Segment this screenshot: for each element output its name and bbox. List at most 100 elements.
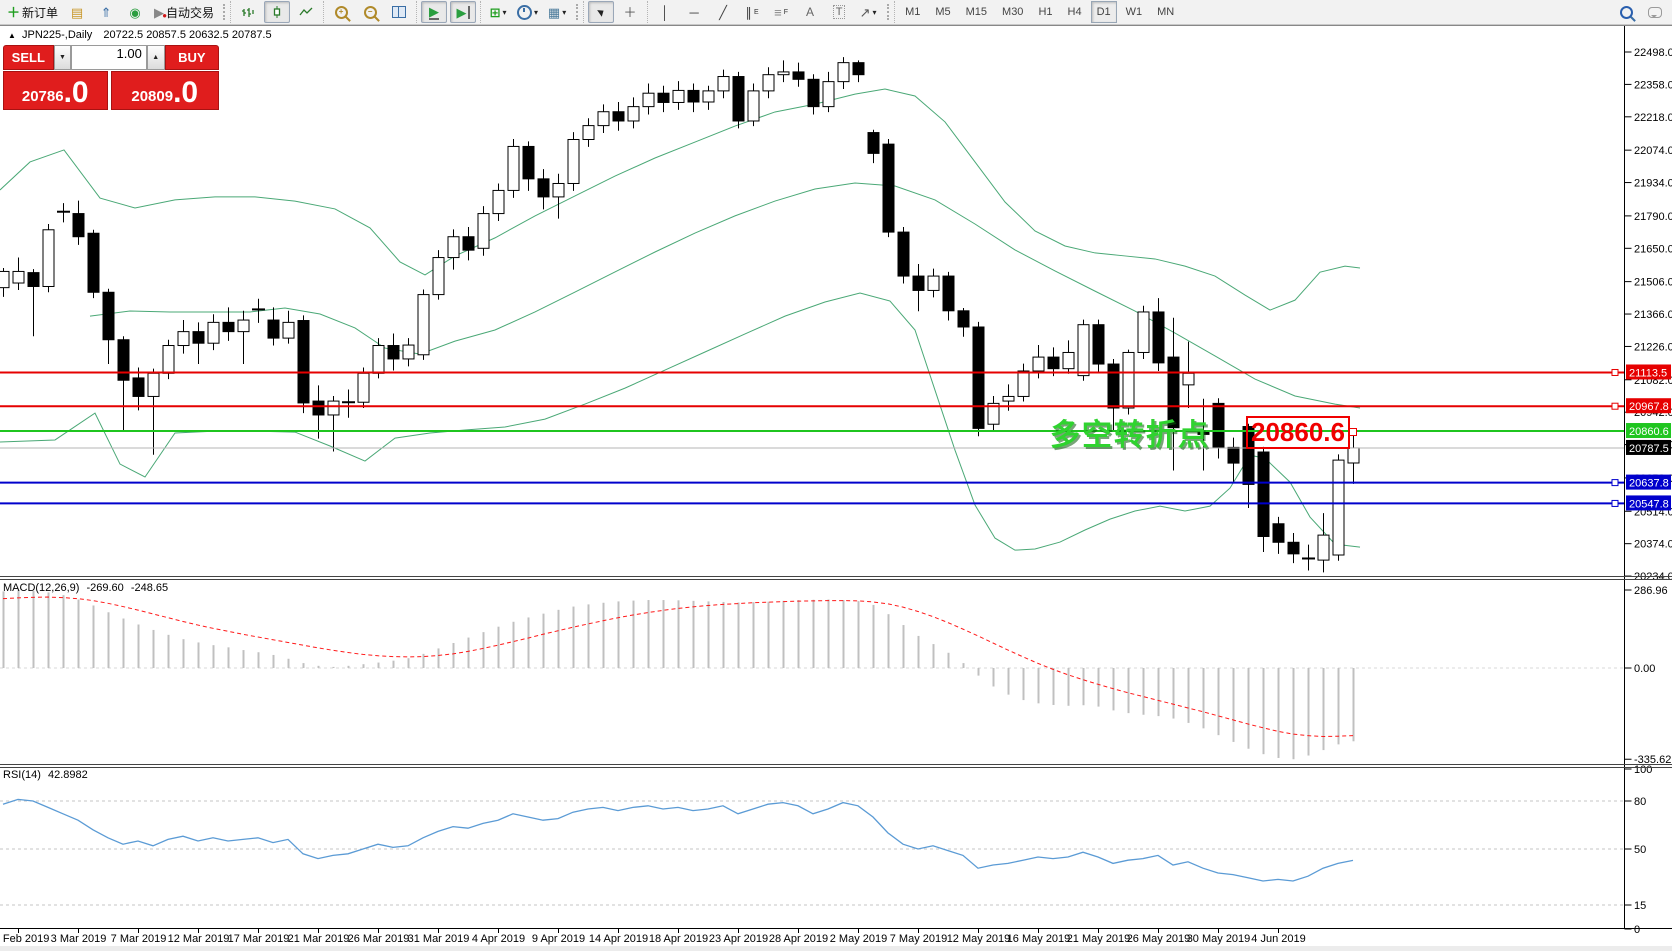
- svg-text:20234.0: 20234.0: [1634, 571, 1672, 583]
- macd-value1: -269.60: [86, 582, 124, 594]
- chat-button[interactable]: [1642, 1, 1668, 23]
- svg-text:26 May 2019: 26 May 2019: [1127, 933, 1191, 945]
- buy-price-frac: .0: [173, 76, 199, 109]
- price-chart[interactable]: 22498.0 22358.0 22218.0 22074.0 21934.0 21790…: [0, 25, 1672, 951]
- timeframe-MN[interactable]: MN: [1157, 6, 1175, 18]
- svg-text:20637.8: 20637.8: [1629, 478, 1669, 490]
- vertical-line-icon: │: [661, 4, 670, 20]
- svg-text:17 Mar 2019: 17 Mar 2019: [228, 933, 290, 945]
- cursor-icon: [596, 7, 606, 17]
- bar-chart-icon: [242, 8, 254, 17]
- tile-windows-button[interactable]: [386, 1, 412, 23]
- sell-price-main: 20786: [21, 88, 64, 105]
- turning-point-annotation[interactable]: 多空转折点: [1050, 419, 1210, 452]
- new-order-label: 新订单: [22, 5, 59, 20]
- svg-text:7 May 2019: 7 May 2019: [890, 933, 947, 945]
- zoom-in-button[interactable]: +: [328, 1, 354, 23]
- sell-button[interactable]: SELL: [3, 45, 54, 70]
- volume-decrease-button[interactable]: ▼: [53, 45, 72, 70]
- sell-price[interactable]: 20786.0: [3, 71, 108, 110]
- rsi-line: [2, 798, 1354, 882]
- timeframe-H1[interactable]: H1: [1038, 6, 1053, 18]
- timeframe-M30[interactable]: M30: [1002, 6, 1024, 18]
- text-button[interactable]: A: [797, 1, 823, 23]
- rsi-axis: 100 80 50 15 0: [1624, 764, 1652, 936]
- buy-price[interactable]: 20809.0: [110, 71, 219, 110]
- volume-input[interactable]: 1.00: [71, 45, 147, 70]
- horizontal-line-icon: ─: [689, 4, 699, 20]
- hline-handle: [1611, 479, 1619, 487]
- toolbar-group-objects: ⊞ ▾ ▾ ▦ ▾: [480, 1, 574, 23]
- indicators-icon: ⊞: [489, 4, 501, 20]
- buy-button[interactable]: BUY: [164, 45, 219, 70]
- toolbar-group-timeframes: M1 M5 M15 M30 H1 H4 D1 W1 MN: [894, 1, 1184, 23]
- fibonacci-button[interactable]: ≡ F: [768, 1, 794, 23]
- timeframe-M1[interactable]: M1: [905, 6, 921, 18]
- shift-chart-icon: ▶: [457, 5, 470, 19]
- publish-button[interactable]: ⇑: [93, 1, 119, 23]
- volume-increase-button[interactable]: ▲: [146, 45, 165, 70]
- svg-text:22218.0: 22218.0: [1634, 112, 1672, 124]
- arrows-button[interactable]: ↗ ▾: [855, 1, 881, 23]
- price-axis: 22498.0 22358.0 22218.0 22074.0 21934.0 21790…: [1624, 26, 1672, 928]
- chart-title: ▲ JPN225-,Daily 20722.5 20857.5 20632.5 …: [8, 29, 272, 41]
- zoom-out-button[interactable]: −: [357, 1, 383, 23]
- candlestick-icon: [273, 6, 281, 18]
- vertical-line-button[interactable]: │: [652, 1, 678, 23]
- svg-text:0: 0: [1634, 924, 1640, 936]
- autotrade-button[interactable]: ▶ ● 自动交易: [151, 1, 217, 23]
- svg-text:9 Apr 2019: 9 Apr 2019: [532, 933, 585, 945]
- svg-text:21934.0: 21934.0: [1634, 178, 1672, 190]
- symbol-search-button[interactable]: [1613, 1, 1639, 23]
- trendline-button[interactable]: ╱: [710, 1, 736, 23]
- toolbar-group-scroll: ▶ ▶: [416, 1, 480, 23]
- main-panel: [0, 57, 1624, 573]
- timeframe-H4[interactable]: H4: [1067, 6, 1082, 18]
- timeframe-M15[interactable]: M15: [965, 6, 988, 18]
- svg-text:26 Mar 2019: 26 Mar 2019: [348, 933, 410, 945]
- channel-button[interactable]: ∥ E: [739, 1, 765, 23]
- shift-chart-button[interactable]: ▶: [450, 1, 477, 23]
- svg-text:0.00: 0.00: [1634, 663, 1655, 675]
- text-label-button[interactable]: T: [826, 1, 852, 23]
- new-order-button[interactable]: ＋ 新订单: [4, 1, 61, 23]
- crosshair-button[interactable]: ＋: [617, 1, 643, 23]
- templates-button[interactable]: ▦ ▾: [544, 1, 570, 23]
- periods-button[interactable]: ▾: [514, 1, 541, 23]
- price-annotation-box[interactable]: 20860.6: [1246, 416, 1350, 449]
- bar-chart-button[interactable]: [235, 1, 261, 23]
- buy-price-main: 20809: [131, 88, 174, 105]
- text-label-icon: T: [832, 5, 846, 19]
- templates-icon: ▦: [547, 4, 561, 20]
- market-watch-button[interactable]: ▤: [64, 1, 90, 23]
- line-chart-button[interactable]: [293, 1, 319, 23]
- rsi-panel: [0, 798, 1624, 906]
- signals-button[interactable]: ◉: [122, 1, 148, 23]
- svg-text:20374.0: 20374.0: [1634, 539, 1672, 551]
- svg-text:7 Mar 2019: 7 Mar 2019: [111, 933, 167, 945]
- rsi-indicator-label: RSI(14) 42.8982: [3, 769, 88, 781]
- annotation-handle[interactable]: [1349, 428, 1357, 436]
- toolbar-grip[interactable]: [223, 4, 228, 20]
- autoscroll-button[interactable]: ▶: [421, 1, 448, 23]
- channel-icon: ∥: [745, 4, 752, 20]
- svg-text:28 Apr 2019: 28 Apr 2019: [769, 933, 828, 945]
- toolbar-grip[interactable]: [576, 4, 581, 20]
- timeframe-W1[interactable]: W1: [1125, 6, 1143, 18]
- candlestick-button[interactable]: [264, 1, 291, 23]
- horizontal-line-button[interactable]: ─: [681, 1, 707, 23]
- timeframe-D1[interactable]: D1: [1090, 1, 1117, 23]
- toolbar-grip[interactable]: [887, 4, 892, 20]
- rsi-value: 42.8982: [47, 769, 88, 781]
- autoscroll-icon: ▶: [429, 3, 440, 20]
- svg-text:22358.0: 22358.0: [1634, 79, 1672, 91]
- timeframe-M5[interactable]: M5: [935, 6, 951, 18]
- cursor-button[interactable]: [588, 1, 615, 23]
- candles: [0, 57, 1360, 573]
- indicators-button[interactable]: ⊞ ▾: [485, 1, 511, 23]
- chart-symbol-label: JPN225-,Daily: [21, 29, 93, 41]
- svg-text:21113.5: 21113.5: [1629, 367, 1667, 379]
- svg-text:20967.8: 20967.8: [1629, 401, 1669, 413]
- arrows-icon: ↗: [859, 4, 871, 20]
- fibonacci-icon: ≡: [774, 4, 782, 20]
